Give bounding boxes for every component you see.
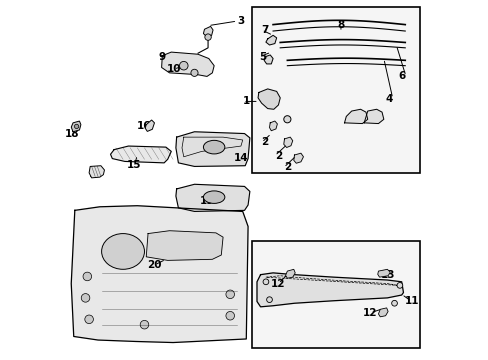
Text: 2: 2: [274, 151, 282, 161]
Text: 6: 6: [398, 71, 405, 81]
Polygon shape: [283, 137, 292, 148]
Circle shape: [266, 297, 272, 302]
Polygon shape: [344, 109, 367, 123]
Text: 4: 4: [385, 94, 392, 104]
Circle shape: [74, 124, 79, 129]
Text: 2: 2: [261, 138, 268, 148]
Bar: [251, 241, 419, 348]
Text: 12: 12: [270, 279, 285, 289]
Polygon shape: [293, 153, 303, 163]
Polygon shape: [258, 89, 280, 109]
Polygon shape: [364, 109, 383, 123]
Circle shape: [204, 34, 211, 40]
Polygon shape: [257, 273, 403, 307]
Circle shape: [140, 320, 148, 329]
Text: 20: 20: [147, 260, 162, 270]
Circle shape: [391, 300, 397, 306]
Text: 14: 14: [234, 153, 248, 163]
Polygon shape: [71, 206, 247, 342]
Polygon shape: [269, 121, 277, 131]
Text: 2: 2: [283, 162, 290, 172]
Text: 19: 19: [200, 197, 214, 206]
Polygon shape: [146, 231, 223, 260]
Text: 17: 17: [89, 168, 103, 179]
Polygon shape: [264, 55, 272, 64]
Ellipse shape: [203, 191, 224, 203]
Bar: [251, 7, 419, 173]
Circle shape: [190, 69, 198, 76]
Text: 5: 5: [259, 52, 266, 62]
Text: 8: 8: [337, 19, 344, 30]
Text: 13: 13: [380, 270, 395, 280]
Circle shape: [396, 283, 402, 288]
Polygon shape: [176, 132, 249, 166]
Ellipse shape: [203, 140, 224, 154]
Ellipse shape: [102, 234, 144, 269]
Polygon shape: [89, 166, 104, 178]
Polygon shape: [176, 184, 249, 211]
Circle shape: [263, 279, 268, 285]
Circle shape: [225, 290, 234, 298]
Polygon shape: [162, 52, 214, 76]
Text: 3: 3: [237, 16, 244, 26]
Circle shape: [81, 294, 90, 302]
Polygon shape: [110, 146, 171, 163]
Text: 10: 10: [166, 64, 181, 74]
Text: 16: 16: [137, 121, 151, 131]
Text: 1: 1: [243, 96, 250, 107]
Text: 15: 15: [127, 160, 142, 170]
Polygon shape: [377, 269, 389, 277]
Polygon shape: [285, 269, 295, 278]
Circle shape: [179, 62, 188, 70]
Circle shape: [283, 116, 290, 123]
Circle shape: [84, 315, 93, 324]
Text: 7: 7: [261, 25, 268, 35]
Circle shape: [225, 311, 234, 320]
Text: 12: 12: [362, 308, 377, 318]
Polygon shape: [71, 121, 81, 132]
Text: 9: 9: [158, 52, 165, 62]
Circle shape: [83, 272, 91, 281]
Polygon shape: [203, 26, 213, 37]
Polygon shape: [145, 120, 154, 131]
Polygon shape: [378, 308, 387, 317]
Text: 18: 18: [65, 129, 80, 139]
Polygon shape: [265, 35, 276, 45]
Text: 11: 11: [404, 296, 418, 306]
